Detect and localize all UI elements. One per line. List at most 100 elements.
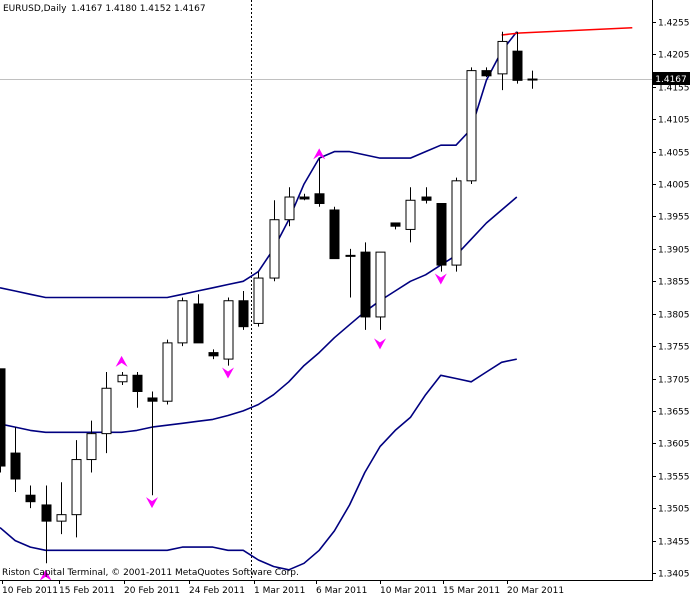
time-tick-label: 6 Mar 2011 <box>316 586 367 596</box>
candle <box>86 420 97 473</box>
candle <box>345 248 356 298</box>
candle-body <box>497 40 508 75</box>
sell-arrow-icon <box>374 338 386 350</box>
candle-body <box>41 504 52 522</box>
buy-arrow-icon <box>39 569 52 581</box>
candle <box>299 193 310 201</box>
time-tick-label: 24 Feb 2011 <box>189 586 245 596</box>
price-tick-label: 1.3655 <box>658 408 690 418</box>
candle <box>238 291 249 330</box>
candle-body <box>71 459 82 516</box>
candle <box>253 271 264 327</box>
price-tick-label: 1.4155 <box>658 84 690 94</box>
candle <box>527 70 538 89</box>
price-tick-label: 1.3805 <box>658 311 690 321</box>
price-tick-label: 1.4255 <box>658 19 690 29</box>
candle <box>177 297 188 347</box>
price-tick-label: 1.3555 <box>658 473 690 483</box>
candle <box>497 31 508 91</box>
price-tick-label: 1.3755 <box>658 343 690 353</box>
time-tick-label: 1 Mar 2011 <box>254 586 305 596</box>
candle-body <box>0 368 6 467</box>
price-tick-label: 1.3405 <box>658 570 690 580</box>
time-tick-label: 15 Mar 2011 <box>443 586 500 596</box>
candle-body <box>345 254 356 257</box>
symbol-label: EURUSD,Daily <box>3 4 67 14</box>
price-tick-label: 1.3955 <box>658 213 690 223</box>
price-tick-label: 1.3905 <box>658 246 690 256</box>
candle <box>466 67 477 185</box>
trendline-layer <box>501 27 633 36</box>
candles-layer <box>0 31 538 564</box>
time-axis-labels: 10 Feb 2011 15 Feb 2011 20 Feb 2011 24 Feb … <box>2 580 564 596</box>
candle <box>71 440 82 538</box>
candle <box>0 368 6 473</box>
candle <box>360 242 371 330</box>
candle-body <box>56 514 67 522</box>
time-tick-label: 20 Mar 2011 <box>507 586 564 596</box>
price-tick-label: 1.4105 <box>658 116 690 126</box>
candle <box>436 203 447 272</box>
buy-arrow-icon <box>115 355 128 367</box>
candle <box>451 177 462 272</box>
candle <box>481 67 492 78</box>
candle-body <box>405 199 416 230</box>
candle-body <box>269 219 280 279</box>
candle <box>375 251 386 330</box>
candle-body <box>147 397 158 402</box>
candle-body <box>117 374 128 383</box>
candle <box>41 485 52 564</box>
candle-body <box>512 50 523 81</box>
time-tick-label: 10 Mar 2011 <box>380 586 437 596</box>
candle-body <box>25 494 36 503</box>
price-tick-label: 1.3855 <box>658 278 690 288</box>
candle <box>117 372 128 386</box>
sell-arrow-icon <box>146 497 158 509</box>
price-tick-label: 1.4205 <box>658 51 690 61</box>
price-tick-label: 1.3455 <box>658 538 690 548</box>
candle <box>10 427 21 492</box>
candle-body <box>421 196 432 201</box>
candle-body <box>527 78 538 81</box>
candle-body <box>253 277 264 324</box>
candle-body <box>481 70 492 77</box>
candle-body <box>193 303 204 344</box>
candle-body <box>238 300 249 328</box>
last-price-label: 1.4167 <box>655 75 687 85</box>
candle <box>208 349 219 360</box>
time-tick-label: 15 Feb 2011 <box>59 586 115 596</box>
candle <box>405 187 416 243</box>
candle-body <box>284 196 295 221</box>
candle-body <box>132 374 143 392</box>
sell-arrow-icon <box>222 367 234 379</box>
candle <box>223 297 234 366</box>
candle-body <box>10 452 21 480</box>
candle <box>269 200 280 282</box>
candle-body <box>466 70 477 182</box>
lower-band-line <box>0 358 517 571</box>
candle <box>329 206 340 260</box>
candle-body <box>86 433 97 461</box>
last-price-badge <box>653 72 690 85</box>
candle <box>162 339 173 405</box>
arrows-layer <box>39 148 447 581</box>
buy-arrow-icon <box>313 148 326 160</box>
sell-arrow-icon <box>434 273 447 285</box>
candle <box>101 372 112 454</box>
candle-body <box>390 222 401 227</box>
ohlc-readout: 1.4167 1.4180 1.4152 1.4167 <box>71 4 206 14</box>
candle-body <box>375 251 386 318</box>
candle <box>147 391 158 496</box>
middle-band-line <box>0 196 518 434</box>
red-trendline <box>501 27 633 36</box>
price-tick-label: 1.3505 <box>658 505 690 515</box>
price-tick-label: 1.3605 <box>658 440 690 450</box>
candle <box>390 222 401 230</box>
candle-body <box>451 180 462 266</box>
candle-body <box>360 251 371 318</box>
candle <box>284 187 295 227</box>
candle <box>25 485 36 509</box>
candle-body <box>162 342 173 402</box>
